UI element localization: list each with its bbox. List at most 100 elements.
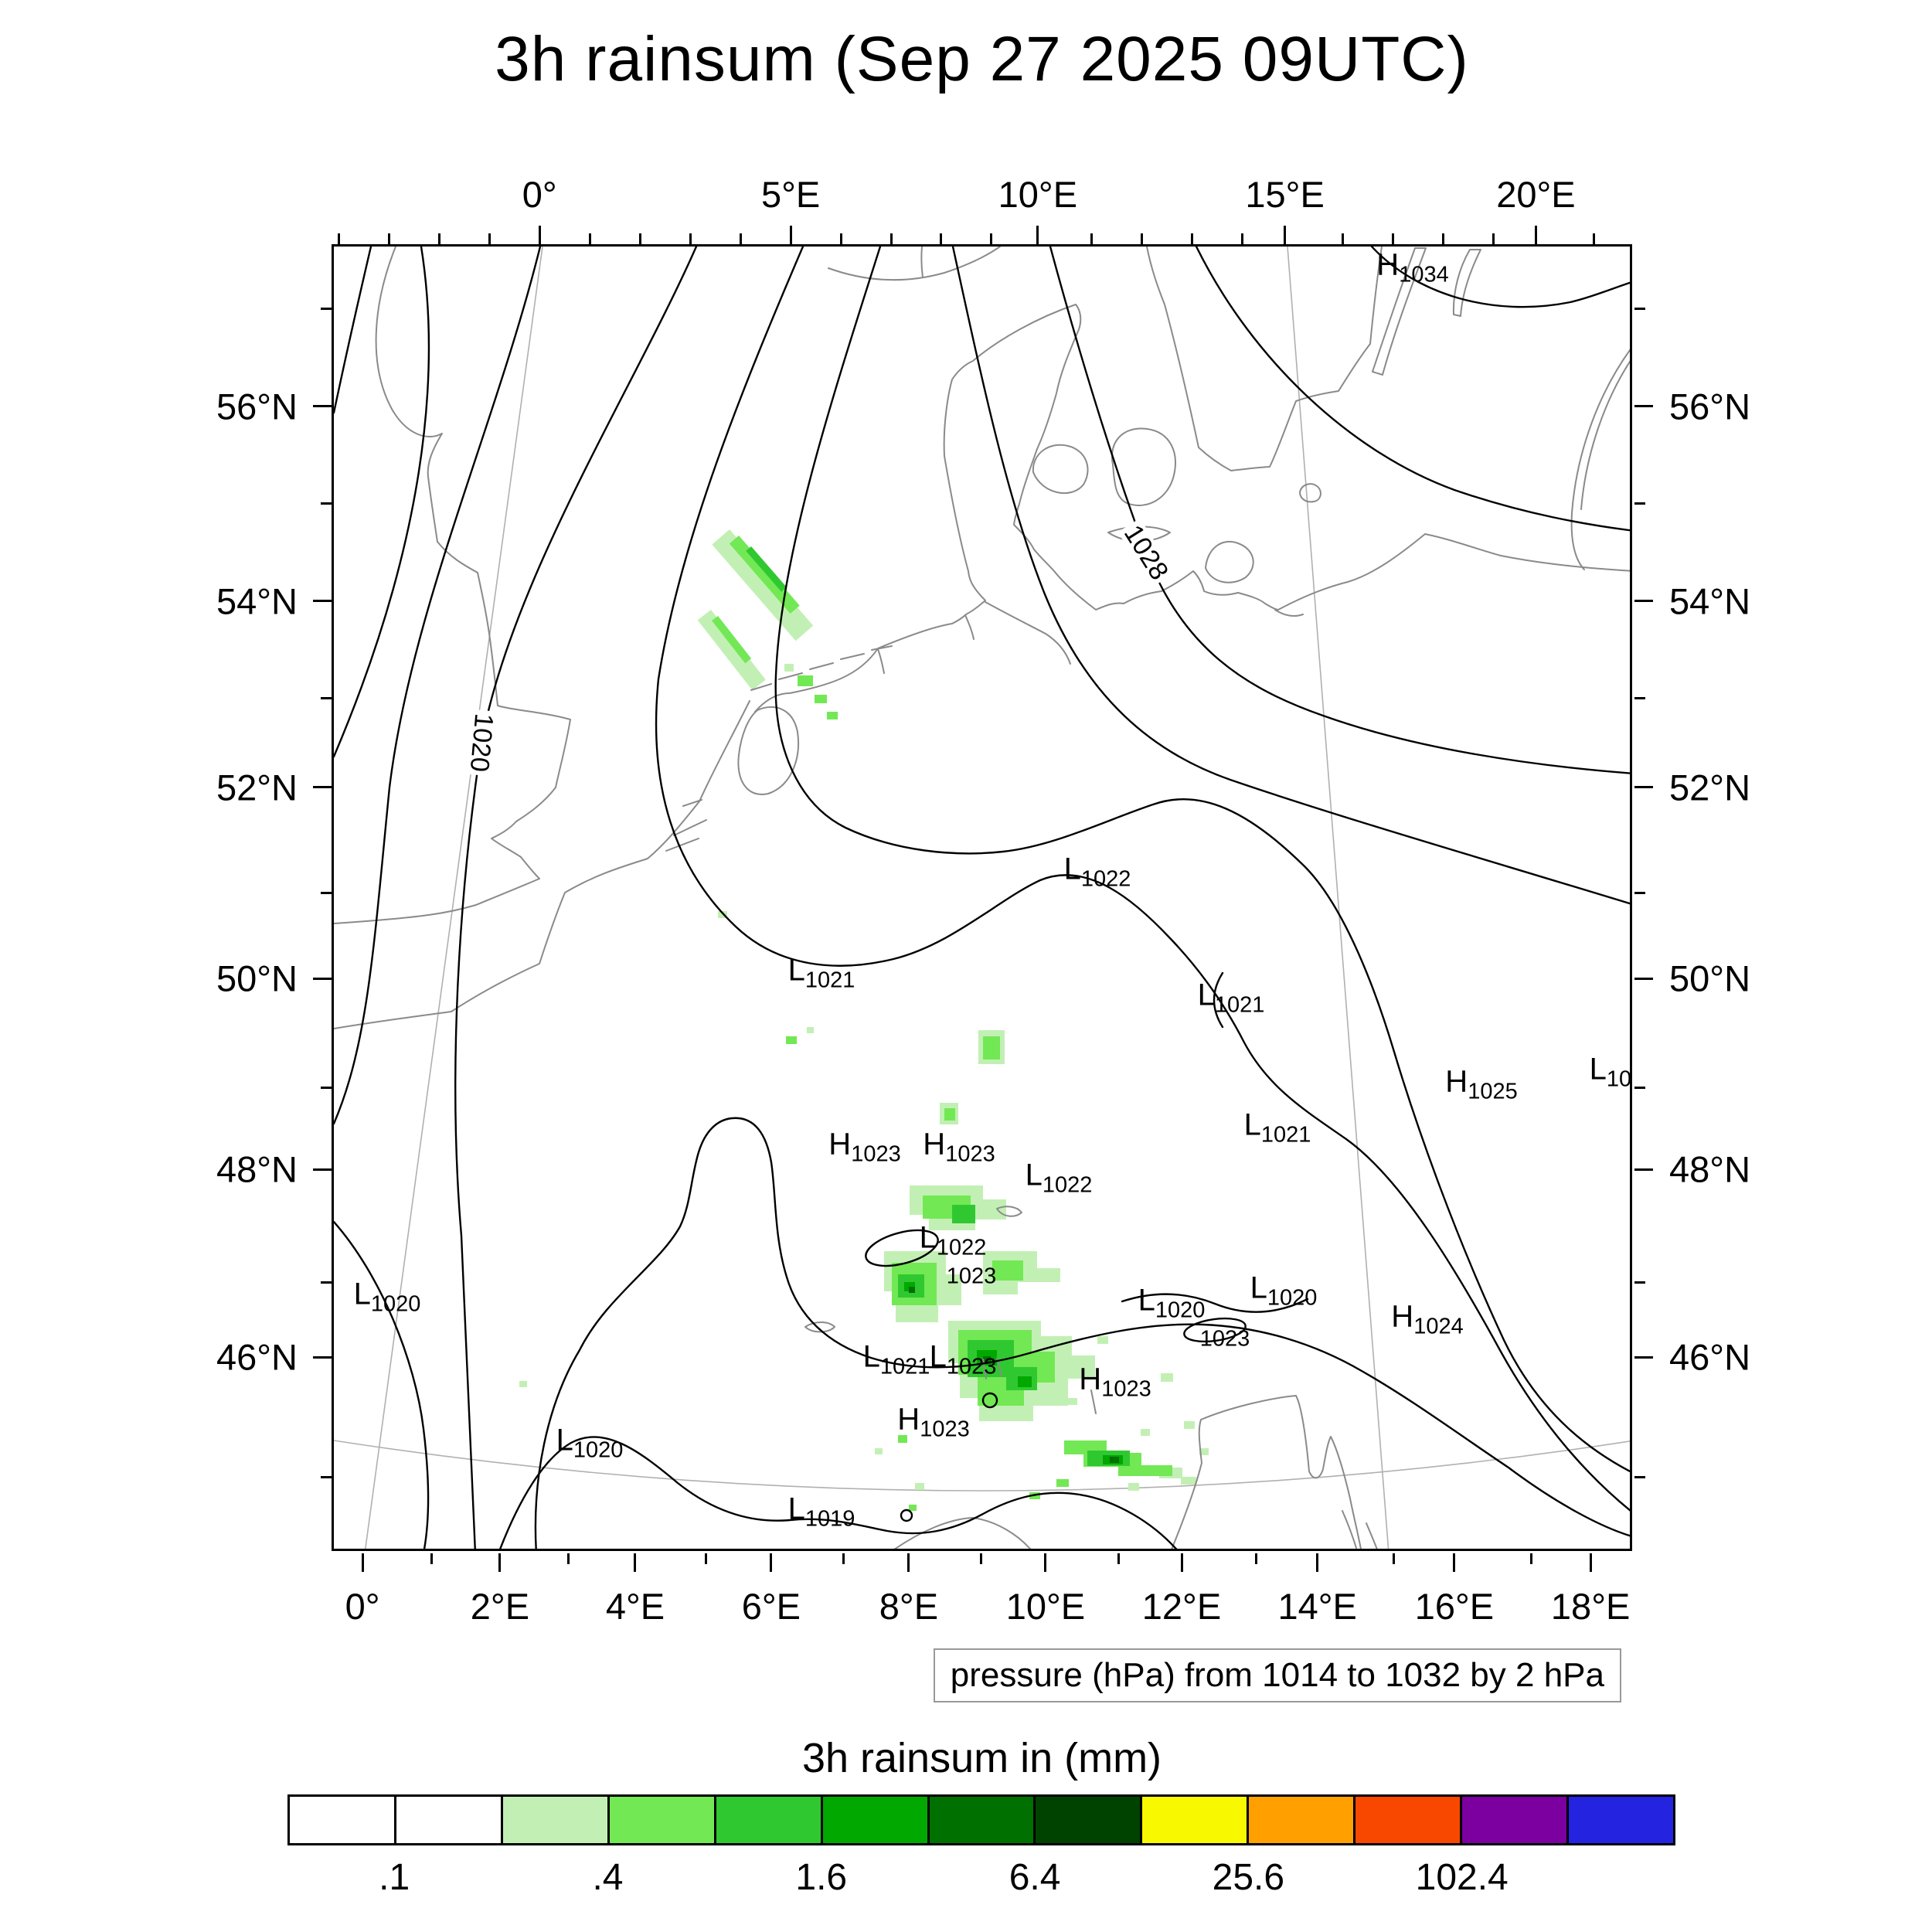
pressure-label: H1023 [923, 1129, 995, 1166]
tick-bottom-major [770, 1553, 773, 1572]
colorbar-cell [1140, 1797, 1247, 1843]
tick-label-bottom: 16°E [1414, 1586, 1495, 1627]
tick-label-top: 10°E [998, 174, 1078, 215]
colorbar-tick-label: .4 [592, 1857, 624, 1898]
tick-right-minor [1634, 308, 1645, 311]
tick-top-major [538, 226, 541, 244]
tick-left-major [313, 786, 332, 789]
pressure-label: L1020 [354, 1279, 421, 1316]
pressure-label: L1020 [1138, 1285, 1206, 1322]
tick-bottom-minor [705, 1553, 708, 1564]
tick-top-major [789, 226, 792, 244]
tick-label-bottom: 12°E [1141, 1586, 1222, 1627]
pressure-caption: pressure (hPa) from 1014 to 1032 by 2 hP… [933, 1648, 1621, 1702]
colorbar-cell [1033, 1797, 1141, 1843]
tick-right-minor [1634, 502, 1645, 505]
pressure-value: 1021 [1260, 1122, 1311, 1148]
pressure-type: H [1391, 1299, 1414, 1334]
tick-bottom-major [1180, 1553, 1183, 1572]
tick-top-major [1534, 226, 1537, 244]
colorbar-cell [1353, 1797, 1461, 1843]
tick-top-minor [1141, 233, 1144, 244]
tick-bottom-minor [567, 1553, 570, 1564]
pressure-type: L [1138, 1283, 1155, 1318]
tick-top-major [1284, 226, 1287, 244]
pressure-value: 1023 [851, 1141, 901, 1167]
tick-top-minor [889, 233, 893, 244]
pressure-value: 1023 [945, 1141, 995, 1167]
pressure-value: 1022 [936, 1235, 987, 1260]
pressure-label: H1023 [1079, 1364, 1151, 1401]
tick-top-minor [1392, 233, 1395, 244]
pressure-type: L [1197, 978, 1215, 1012]
tick-right-major [1634, 977, 1653, 980]
tick-top-minor [940, 233, 943, 244]
contour-inline-label: 1020 [464, 709, 498, 777]
pressure-type: L [556, 1423, 573, 1458]
tick-left-minor [321, 892, 332, 895]
pressure-label: L1023 [930, 1342, 997, 1379]
tick-top-minor [387, 233, 390, 244]
pressure-label: 1023 [947, 1251, 997, 1288]
pressure-type: H [1079, 1362, 1102, 1396]
graticule-layer [334, 247, 1630, 1549]
pressure-type: L [1589, 1052, 1607, 1087]
pressure-value: 1023 [946, 1354, 997, 1379]
tick-bottom-major [634, 1553, 637, 1572]
tick-label-top: 15°E [1245, 174, 1325, 215]
tick-right-major [1634, 1355, 1653, 1359]
pressure-type: H [828, 1127, 852, 1162]
pressure-value: 1023 [946, 1264, 997, 1289]
pressure-type: L [1063, 852, 1081, 886]
pressure-value: 1020 [1267, 1285, 1318, 1311]
pressure-type: L [1250, 1270, 1267, 1305]
tick-top-minor [1241, 233, 1244, 244]
tick-label-right: 50°N [1669, 957, 1751, 999]
pressure-value: 1020 [573, 1437, 624, 1463]
tick-label-top: 20°E [1496, 174, 1576, 215]
tick-top-minor [689, 233, 692, 244]
colorbar [287, 1794, 1675, 1845]
colorbar-tick-label: 6.4 [1009, 1857, 1061, 1898]
pressure-type: H [1376, 247, 1400, 282]
pressure-label: L1022 [1589, 1052, 1630, 1091]
pressure-value: 1021 [804, 968, 855, 993]
pressure-value: 1034 [1399, 262, 1449, 287]
pressure-label: L1022 [1026, 1160, 1093, 1197]
tick-label-bottom: 0° [345, 1586, 380, 1627]
pressure-type: L [1243, 1107, 1261, 1142]
pressure-value: 1022 [1080, 866, 1131, 892]
pressure-type: L [1025, 1158, 1043, 1192]
colorbar-cell [607, 1797, 714, 1843]
tick-top-major [1036, 226, 1039, 244]
tick-top-minor [739, 233, 742, 244]
tick-label-left: 56°N [216, 386, 298, 427]
pressure-label: L1021 [1244, 1110, 1311, 1147]
colorbar-cell [1460, 1797, 1567, 1843]
colorbar-cell [393, 1797, 501, 1843]
pressure-type: H [1445, 1064, 1468, 1099]
tick-right-minor [1634, 1475, 1645, 1478]
tick-label-top: 5°E [760, 174, 821, 215]
pressure-label: L1020 [556, 1425, 624, 1462]
tick-label-left: 50°N [216, 957, 298, 999]
pressure-value: 1021 [879, 1354, 930, 1379]
tick-bottom-major [361, 1553, 364, 1572]
pressure-type: L [787, 1492, 805, 1526]
pressure-label: L1021 [1198, 980, 1265, 1017]
pressure-label: H1025 [1445, 1066, 1517, 1104]
tick-label-top: 0° [522, 174, 557, 215]
tick-top-minor [488, 233, 491, 244]
tick-left-major [313, 977, 332, 980]
colorbar-cell [500, 1797, 607, 1843]
colorbar-cell [927, 1797, 1034, 1843]
tick-label-right: 56°N [1669, 386, 1751, 427]
tick-top-minor [990, 233, 993, 244]
pressure-value: 1020 [1155, 1298, 1206, 1323]
coastline-layer [334, 247, 1630, 1549]
tick-label-right: 46°N [1669, 1336, 1751, 1378]
pressure-label: L1019 [788, 1494, 855, 1531]
pressure-value: 1022 [1042, 1172, 1093, 1198]
tick-top-minor [1191, 233, 1194, 244]
tick-label-bottom: 6°E [741, 1586, 801, 1627]
